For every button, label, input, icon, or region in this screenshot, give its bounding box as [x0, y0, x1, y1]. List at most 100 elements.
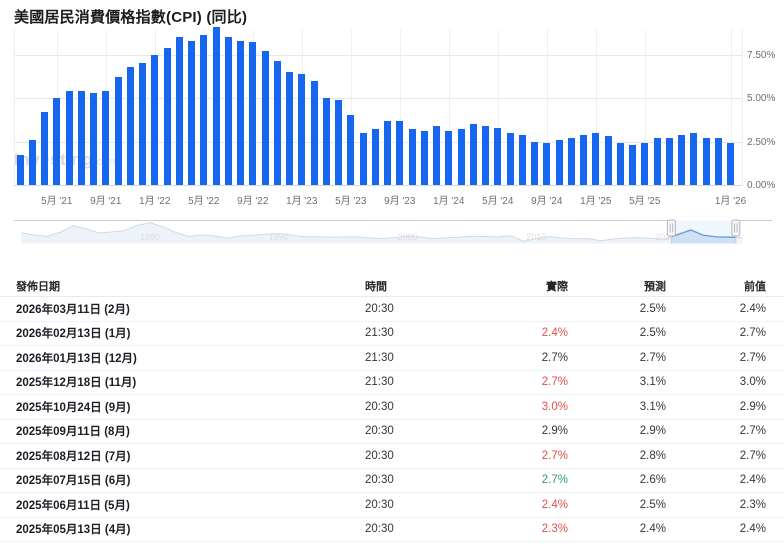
cpi-bar[interactable]: [359, 132, 367, 185]
previous-cell: 2.4%: [739, 523, 766, 536]
cpi-bar[interactable]: [200, 35, 208, 185]
x-gridline: [645, 30, 646, 185]
x-gridline: [449, 30, 450, 185]
cpi-bar[interactable]: [518, 134, 526, 185]
cpi-bar[interactable]: [543, 143, 551, 185]
cpi-bar[interactable]: [665, 138, 673, 185]
cpi-bar[interactable]: [690, 132, 698, 185]
y-axis-label: 5.00%: [747, 93, 776, 104]
cpi-bar[interactable]: [335, 99, 342, 185]
cpi-bar[interactable]: [28, 139, 36, 185]
cpi-bar[interactable]: [408, 129, 416, 185]
release-date-cell: 2025年06月11日 (5月): [16, 499, 130, 512]
cpi-bar[interactable]: [396, 120, 404, 185]
cpi-bar[interactable]: [286, 71, 293, 185]
cpi-bar[interactable]: [77, 91, 85, 185]
actual-cell: 2.4%: [541, 327, 568, 340]
cpi-bar[interactable]: [653, 138, 661, 185]
cpi-bar[interactable]: [65, 91, 73, 185]
cpi-bar[interactable]: [592, 132, 600, 185]
previous-cell: 2.4%: [739, 474, 766, 487]
cpi-bar[interactable]: [298, 73, 306, 185]
table-row[interactable]: 2025年12月18日 (11月) 21:30 2.7% 3.1% 3.0%: [0, 371, 784, 395]
cpi-bar-chart: Investing.com 7.50%5.00%2.50%0.00%5月 '21…: [0, 0, 784, 215]
cpi-bar[interactable]: [102, 91, 110, 185]
cpi-bar[interactable]: [384, 120, 391, 185]
cpi-bar[interactable]: [616, 143, 624, 185]
table-row[interactable]: 2025年09月11日 (8月) 20:30 2.9% 2.9% 2.7%: [0, 420, 784, 444]
chart-range-navigator[interactable]: 1980 1990 2000 2010 2020: [0, 219, 784, 249]
cpi-bar[interactable]: [567, 138, 575, 185]
cpi-bar[interactable]: [249, 42, 257, 185]
forecast-cell: 2.9%: [639, 425, 666, 438]
cpi-bar[interactable]: [41, 111, 48, 185]
cpi-bar[interactable]: [139, 63, 146, 185]
y-gridline: [14, 54, 742, 56]
cpi-bar[interactable]: [163, 47, 171, 185]
cpi-bar[interactable]: [433, 125, 440, 185]
release-date-cell: 2025年12月18日 (11月): [16, 377, 137, 390]
table-row[interactable]: 2026年03月11日 (2月) 20:30 2.5% 2.4%: [0, 297, 784, 322]
cpi-bar[interactable]: [310, 80, 318, 185]
cpi-bar[interactable]: [482, 125, 489, 185]
cpi-bar[interactable]: [469, 124, 477, 185]
cpi-bar[interactable]: [531, 141, 538, 185]
cpi-bar[interactable]: [114, 77, 122, 185]
cpi-bar[interactable]: [604, 136, 612, 185]
column-header-previous: 前值: [744, 281, 766, 293]
cpi-bar[interactable]: [347, 115, 355, 185]
cpi-bar[interactable]: [420, 131, 428, 185]
cpi-bar[interactable]: [678, 134, 685, 185]
cpi-bar[interactable]: [371, 129, 379, 185]
table-row[interactable]: 2026年02月13日 (1月) 21:30 2.4% 2.5% 2.7%: [0, 322, 784, 346]
cpi-bar[interactable]: [641, 143, 649, 185]
table-row[interactable]: 2025年08月12日 (7月) 20:30 2.7% 2.8% 2.7%: [0, 444, 784, 469]
previous-cell: 2.9%: [739, 400, 766, 413]
x-axis-label: 1月 '22: [139, 196, 171, 207]
cpi-bar[interactable]: [322, 98, 330, 185]
cpi-bar[interactable]: [457, 129, 465, 185]
cpi-bar[interactable]: [237, 40, 244, 185]
table-row[interactable]: 2025年05月13日 (4月) 20:30 2.3% 2.4% 2.4%: [0, 518, 784, 542]
cpi-bar[interactable]: [261, 51, 269, 185]
cpi-bar[interactable]: [90, 92, 97, 185]
x-axis-label: 9月 '23: [384, 196, 416, 207]
cpi-bar[interactable]: [727, 143, 734, 185]
cpi-bar[interactable]: [494, 127, 502, 185]
cpi-bar[interactable]: [714, 138, 722, 185]
actual-cell: 2.7%: [541, 376, 568, 389]
cpi-bar[interactable]: [175, 37, 183, 185]
x-gridline: [14, 30, 15, 185]
cpi-bar[interactable]: [188, 40, 195, 185]
navigator-drag-handle[interactable]: [666, 219, 676, 237]
cpi-bar[interactable]: [445, 131, 453, 185]
release-date-cell: 2025年09月11日 (8月): [16, 426, 130, 439]
actual-cell: 2.7%: [541, 351, 568, 364]
cpi-bar[interactable]: [629, 144, 636, 185]
actual-cell: 3.0%: [541, 400, 568, 413]
navigator-decade-label: 1980: [140, 232, 160, 242]
x-axis-label: 1月 '24: [433, 196, 465, 207]
cpi-bar[interactable]: [702, 138, 710, 185]
cpi-bar[interactable]: [580, 134, 587, 185]
cpi-bar[interactable]: [506, 132, 514, 185]
cpi-bar[interactable]: [273, 61, 281, 185]
navigator-drag-handle[interactable]: [731, 219, 741, 237]
navigator-decade-label: 1990: [269, 232, 289, 242]
cpi-bar[interactable]: [224, 37, 232, 185]
cpi-bar[interactable]: [126, 66, 134, 185]
cpi-bar[interactable]: [151, 54, 159, 185]
x-axis-label: 5月 '23: [335, 196, 367, 207]
cpi-bar[interactable]: [53, 98, 61, 185]
x-axis-label: 9月 '22: [237, 196, 269, 207]
y-axis-label: 7.50%: [747, 49, 776, 61]
cpi-bar[interactable]: [16, 155, 24, 185]
table-row[interactable]: 2026年01月13日 (12月) 21:30 2.7% 2.7% 2.7%: [0, 346, 784, 371]
table-row[interactable]: 2025年10月24日 (9月) 20:30 3.0% 3.1% 2.9%: [0, 395, 784, 420]
table-row[interactable]: 2025年07月15日 (6月) 20:30 2.7% 2.6% 2.4%: [0, 469, 784, 493]
table-row[interactable]: 2025年06月11日 (5月) 20:30 2.4% 2.5% 2.3%: [0, 493, 784, 518]
cpi-bar[interactable]: [212, 26, 220, 185]
navigator-decade-label: 2000: [397, 232, 417, 242]
cpi-bar[interactable]: [555, 139, 563, 185]
release-date-cell: 2026年01月13日 (12月): [16, 352, 137, 365]
